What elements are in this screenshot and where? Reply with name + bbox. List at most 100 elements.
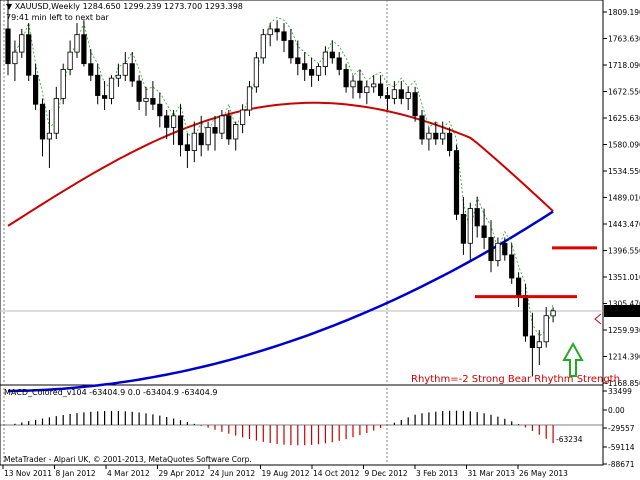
- candle-body-bull: [550, 310, 556, 317]
- symbol-label: XAUUSD,Weekly: [14, 2, 81, 11]
- candle-body-bull: [322, 51, 329, 67]
- candle: [495, 237, 501, 267]
- macd-bar: [28, 421, 30, 425]
- time-tick-label: 4 Mar 2012: [107, 469, 150, 478]
- candle: [177, 104, 184, 157]
- macd-bar: [269, 425, 271, 444]
- candle-body-bull: [191, 132, 197, 151]
- candle-body-bear: [302, 63, 308, 70]
- macd-bar: [255, 425, 257, 441]
- candle: [322, 46, 329, 76]
- candle: [129, 52, 135, 87]
- candle-body-bear: [226, 115, 232, 140]
- time-tick-label: 13 Nov 2011: [4, 469, 52, 478]
- candle: [377, 75, 384, 99]
- candle: [143, 86, 149, 116]
- candle-body-bear: [281, 31, 287, 41]
- candle: [74, 23, 80, 58]
- candle: [460, 196, 467, 255]
- candle-body-bear: [329, 51, 335, 59]
- macd-bar: [380, 425, 382, 429]
- candle-body-bear: [88, 63, 94, 76]
- price-tick-label: 1489.010: [608, 194, 640, 203]
- candle: [481, 208, 487, 250]
- candle: [33, 63, 39, 111]
- candle-body-bull: [315, 66, 322, 76]
- candle: [315, 63, 322, 82]
- macd-tick-label: 0.00: [608, 406, 625, 415]
- price-tick-label: 1396.550: [608, 247, 640, 256]
- candle: [474, 196, 480, 238]
- candle: [260, 28, 266, 64]
- candle: [453, 144, 460, 221]
- candle-body-bear: [522, 295, 529, 337]
- current-price-tag: [604, 305, 640, 317]
- macd-bar: [41, 418, 44, 425]
- candle: [412, 86, 418, 122]
- candle: [136, 75, 142, 111]
- candle-body-bear: [412, 92, 418, 117]
- candle-body-bear: [184, 144, 190, 151]
- macd-bar: [276, 425, 278, 444]
- macd-bar: [228, 425, 230, 434]
- candle: [267, 23, 273, 47]
- macd-tick-label: -88671: [608, 460, 635, 469]
- price-tick-label: 1580.090: [608, 141, 640, 150]
- candle: [88, 49, 94, 82]
- price-tick-label: 1763.630: [608, 35, 640, 44]
- macd-bar: [221, 425, 223, 432]
- signal-line-green: [8, 16, 554, 337]
- candle: [122, 52, 128, 82]
- candle: [426, 127, 432, 151]
- collapse-triangle-icon[interactable]: ▼: [6, 2, 13, 11]
- candle: [550, 307, 556, 323]
- candle: [53, 86, 59, 139]
- candle-body-bear: [384, 95, 391, 99]
- candle: [536, 330, 542, 365]
- macd-bar: [145, 413, 147, 425]
- candle: [502, 237, 508, 261]
- price-tick-label: 1305.470: [608, 300, 640, 309]
- bar-timer: 79:41 min left to next bar: [6, 13, 109, 22]
- candle-body-bull: [19, 34, 25, 53]
- copyright-footer: MetaTrader - Alpari UK, © 2001-2013, Met…: [4, 455, 252, 464]
- moving-average-red: [7, 101, 554, 227]
- candle: [398, 81, 404, 105]
- macd-tick-label: -29557: [608, 424, 635, 433]
- candle-body-bear: [516, 277, 522, 296]
- candle-body-bear: [33, 74, 39, 105]
- candle: [440, 121, 446, 145]
- candle-body-bear: [81, 34, 87, 65]
- candle: [219, 110, 225, 139]
- macd-bar: [552, 425, 554, 444]
- time-tick-label: 8 Jan 2012: [56, 469, 96, 478]
- macd-bar: [152, 414, 154, 425]
- candle: [170, 110, 177, 145]
- candle: [26, 23, 32, 82]
- candle: [95, 63, 101, 105]
- macd-bar: [83, 412, 85, 425]
- candle: [198, 115, 204, 157]
- macd-bar: [200, 425, 202, 426]
- candle-body-bull: [350, 80, 356, 88]
- candle: [46, 110, 53, 168]
- macd-bar: [490, 414, 492, 425]
- candle: [39, 98, 46, 157]
- candle: [295, 40, 301, 76]
- candle-body-bull: [46, 132, 53, 140]
- candle: [205, 121, 211, 151]
- macd-bar: [449, 410, 451, 425]
- candle: [433, 121, 439, 145]
- candle-body-bear: [343, 69, 349, 88]
- macd-bar: [124, 411, 126, 425]
- candle-body-bear: [488, 237, 494, 262]
- price-tick-label: 1214.390: [608, 353, 640, 362]
- candle-body-bear: [357, 80, 363, 94]
- price-tick-label: 1809.190: [608, 8, 640, 17]
- candle: [212, 115, 218, 151]
- candle: [446, 127, 453, 157]
- macd-bar: [159, 415, 161, 425]
- macd-bar: [207, 425, 209, 428]
